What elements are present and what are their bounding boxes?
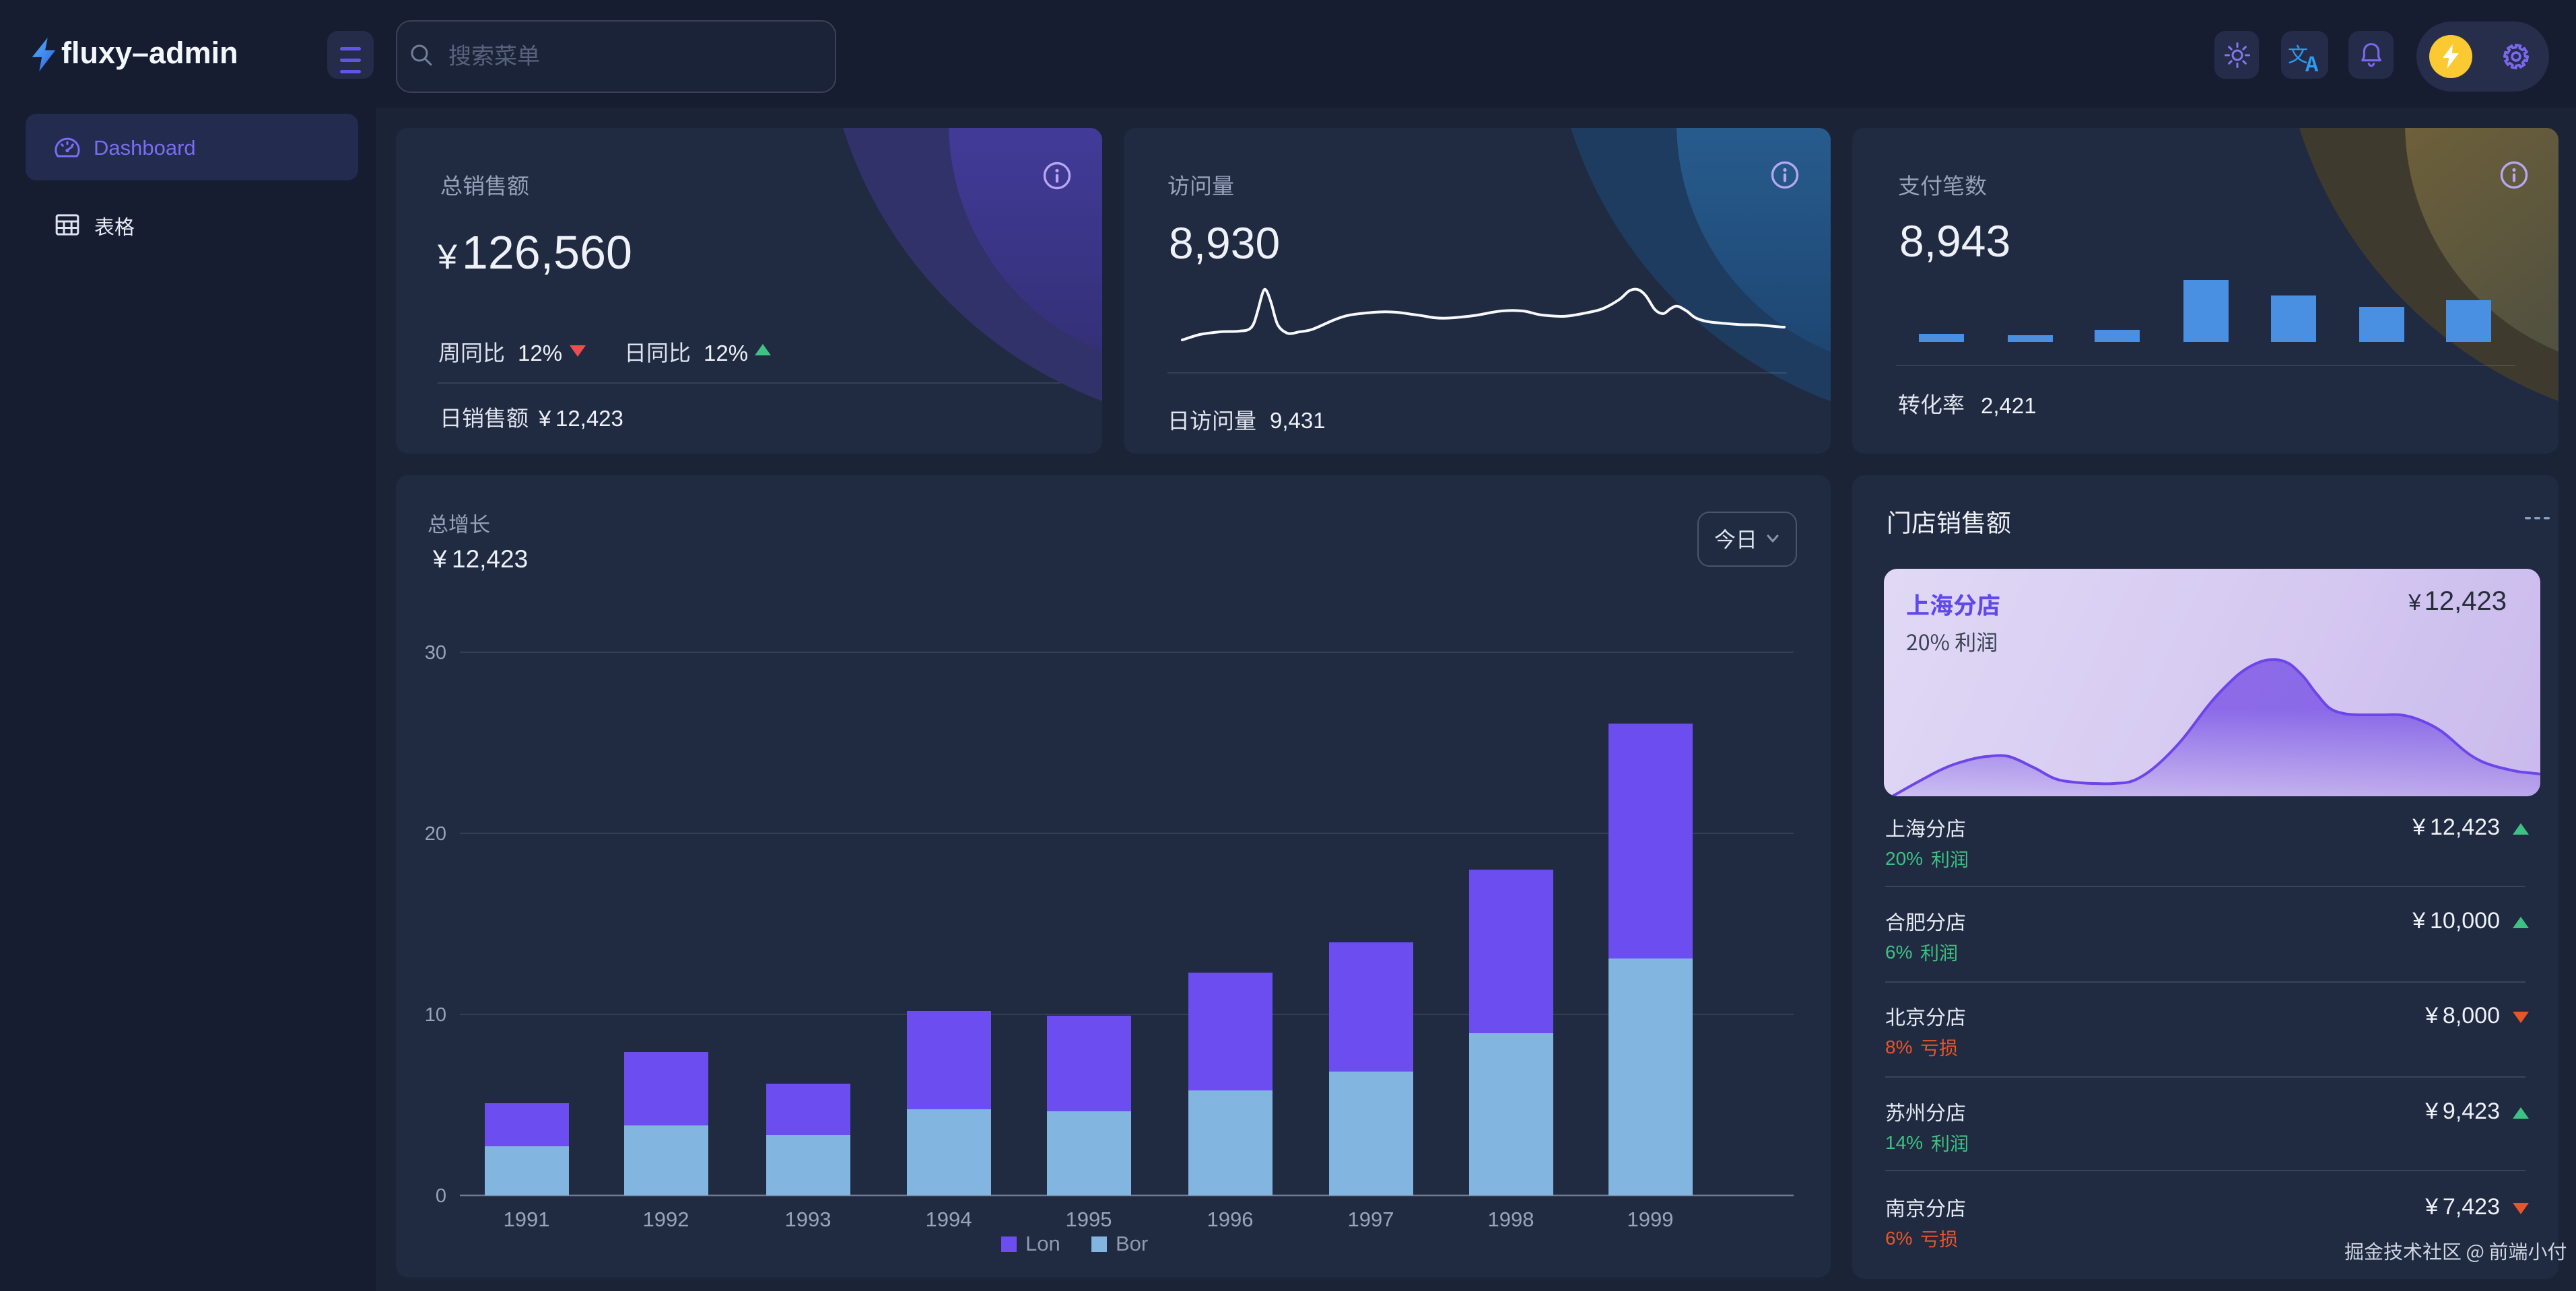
svg-text:1992: 1992 <box>643 1208 689 1231</box>
svg-text:20: 20 <box>425 823 446 845</box>
svg-text:1996: 1996 <box>1207 1208 1254 1231</box>
svg-text:1994: 1994 <box>926 1208 972 1231</box>
svg-text:10: 10 <box>425 1004 446 1026</box>
svg-text:1998: 1998 <box>1488 1208 1534 1231</box>
svg-text:1997: 1997 <box>1348 1208 1394 1231</box>
svg-text:Lon: Lon <box>1025 1232 1060 1255</box>
svg-text:1991: 1991 <box>504 1208 550 1231</box>
svg-text:1993: 1993 <box>785 1208 832 1231</box>
svg-text:0: 0 <box>436 1185 446 1207</box>
svg-text:1999: 1999 <box>1627 1208 1674 1231</box>
svg-text:30: 30 <box>425 642 446 664</box>
svg-text:1995: 1995 <box>1066 1208 1112 1231</box>
svg-text:Bor: Bor <box>1116 1232 1148 1255</box>
